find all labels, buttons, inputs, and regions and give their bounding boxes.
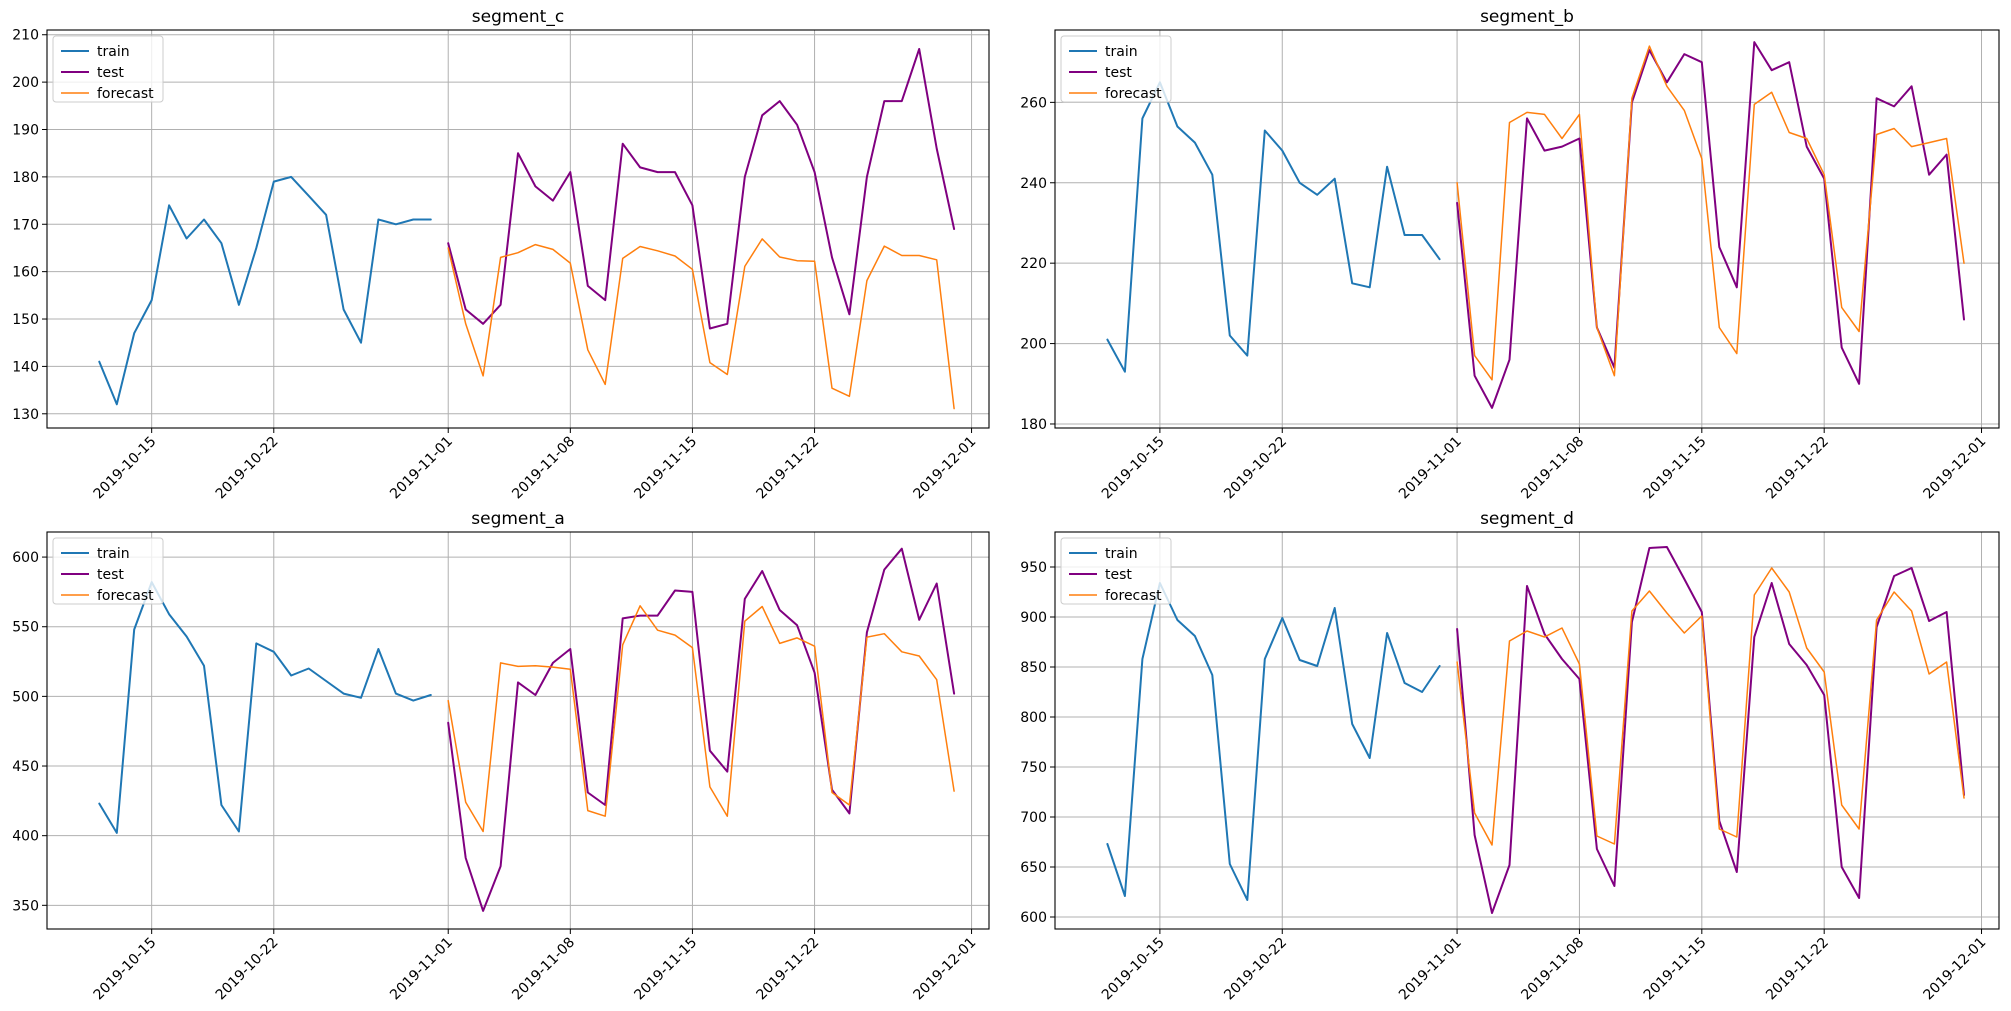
chart-title: segment_d bbox=[1480, 509, 1574, 529]
y-tick-label: 900 bbox=[1020, 610, 1047, 626]
y-tick-label: 200 bbox=[1020, 337, 1047, 353]
y-tick-label: 500 bbox=[12, 689, 39, 705]
legend-label-train: train bbox=[97, 44, 130, 60]
y-tick-label: 600 bbox=[12, 550, 39, 566]
legend-label-train: train bbox=[97, 546, 130, 562]
y-tick-label: 150 bbox=[12, 312, 39, 328]
series-line-test bbox=[1456, 41, 1965, 409]
legend-label-forecast: forecast bbox=[1105, 588, 1162, 604]
grid bbox=[47, 30, 989, 428]
y-tick-label: 550 bbox=[12, 620, 39, 636]
axes-frame bbox=[1054, 531, 2000, 930]
axes-frame bbox=[1054, 29, 2000, 429]
legend-label-forecast: forecast bbox=[97, 86, 154, 102]
legend-label-train: train bbox=[1105, 44, 1138, 60]
chart-title: segment_c bbox=[472, 7, 564, 27]
chart-title: segment_b bbox=[1480, 7, 1574, 27]
series-line-test bbox=[447, 48, 956, 330]
legend-box bbox=[1060, 537, 1172, 605]
legend-box bbox=[52, 537, 164, 605]
legend-label-test: test bbox=[97, 567, 124, 583]
y-tick-label: 350 bbox=[12, 898, 39, 914]
axes-frame bbox=[46, 531, 990, 930]
y-tick-label: 750 bbox=[1020, 760, 1047, 776]
y-tick-label: 210 bbox=[12, 28, 39, 44]
y-tick-label: 700 bbox=[1020, 810, 1047, 826]
grid bbox=[47, 532, 989, 929]
plot-area bbox=[1055, 30, 1999, 428]
y-tick-label: 600 bbox=[1020, 910, 1047, 926]
y-tick-label: 170 bbox=[12, 217, 39, 233]
legend: train test forecast bbox=[1060, 537, 1172, 605]
y-tick-label: 220 bbox=[1020, 256, 1047, 272]
series-line-forecast bbox=[1456, 45, 1965, 381]
legend-box bbox=[1060, 35, 1172, 103]
plot-area bbox=[47, 30, 989, 428]
y-tick-label: 260 bbox=[1020, 95, 1047, 111]
y-tick-label: 200 bbox=[12, 75, 39, 91]
series-line-test bbox=[447, 547, 956, 912]
axes-frame bbox=[46, 29, 990, 429]
y-tick-label: 400 bbox=[12, 829, 39, 845]
y-tick-label: 240 bbox=[1020, 176, 1047, 192]
y-tick-label: 160 bbox=[12, 265, 39, 281]
y-tick-label: 180 bbox=[1020, 417, 1047, 433]
y-tick-label: 650 bbox=[1020, 860, 1047, 876]
y-tick-label: 950 bbox=[1020, 560, 1047, 576]
plot-area bbox=[47, 532, 989, 929]
y-tick-label: 140 bbox=[12, 359, 39, 375]
y-tick-label: 800 bbox=[1020, 710, 1047, 726]
legend: train test forecast bbox=[1060, 35, 1172, 103]
series-line-forecast bbox=[1456, 567, 1965, 846]
legend-label-test: test bbox=[97, 65, 124, 81]
legend-label-test: test bbox=[1105, 567, 1132, 583]
series-line-forecast bbox=[447, 605, 955, 833]
y-tick-label: 450 bbox=[12, 759, 39, 775]
series-line-train bbox=[98, 175, 432, 406]
y-tick-label: 190 bbox=[12, 123, 39, 139]
legend-box bbox=[52, 35, 164, 103]
legend-label-train: train bbox=[1105, 546, 1138, 562]
grid bbox=[1055, 30, 1999, 428]
legend-label-forecast: forecast bbox=[1105, 86, 1162, 102]
series-line-forecast bbox=[447, 238, 955, 410]
legend: train test forecast bbox=[52, 35, 164, 103]
legend-label-test: test bbox=[1105, 65, 1132, 81]
chart-title: segment_a bbox=[471, 509, 564, 529]
y-tick-label: 180 bbox=[12, 170, 39, 186]
y-tick-label: 850 bbox=[1020, 660, 1047, 676]
y-tick-label: 130 bbox=[12, 407, 39, 423]
legend: train test forecast bbox=[52, 537, 164, 605]
legend-label-forecast: forecast bbox=[97, 588, 154, 604]
